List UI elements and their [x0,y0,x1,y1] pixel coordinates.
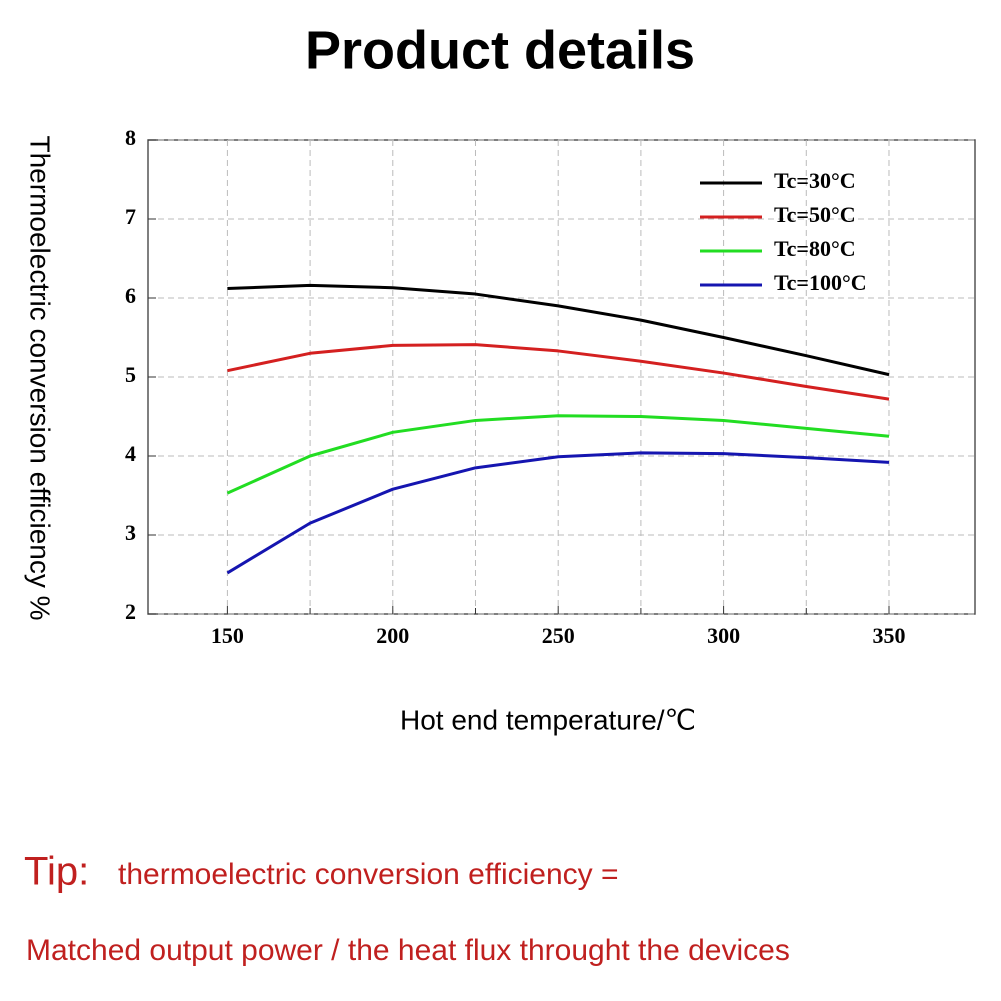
line [227,343,890,401]
x-tick-label: 200 [376,623,409,648]
x-tick-label: 250 [542,623,575,648]
y-axis-label: Thermoelectric conversion efficiency % [25,135,56,620]
y-tick-label: 7 [125,204,136,229]
tip-label: Tip: [24,850,89,894]
y-tick-label: 3 [125,520,136,545]
x-tick-label: 350 [872,623,905,648]
x-tick-label: 150 [211,623,244,648]
line [226,414,890,495]
tip-line: Matched output power / the heat flux thr… [26,934,790,967]
y-tick-label: 4 [125,441,136,466]
tip-line: thermoelectric conversion efficiency = [118,858,619,891]
legend-label: Tc=100°C [774,270,867,295]
y-tick-label: 6 [125,283,136,308]
legend-label: Tc=30°C [774,168,856,193]
y-tick-label: 5 [125,362,136,387]
line [227,283,890,377]
x-tick-label: 300 [707,623,740,648]
x-axis-label: Hot end temperature/℃ [400,704,696,735]
page-title: Product details [305,20,695,80]
y-tick-label: 8 [125,125,136,150]
line [226,451,890,575]
y-tick-label: 2 [125,599,136,624]
legend-label: Tc=80°C [774,236,856,261]
legend-label: Tc=50°C [774,202,856,227]
